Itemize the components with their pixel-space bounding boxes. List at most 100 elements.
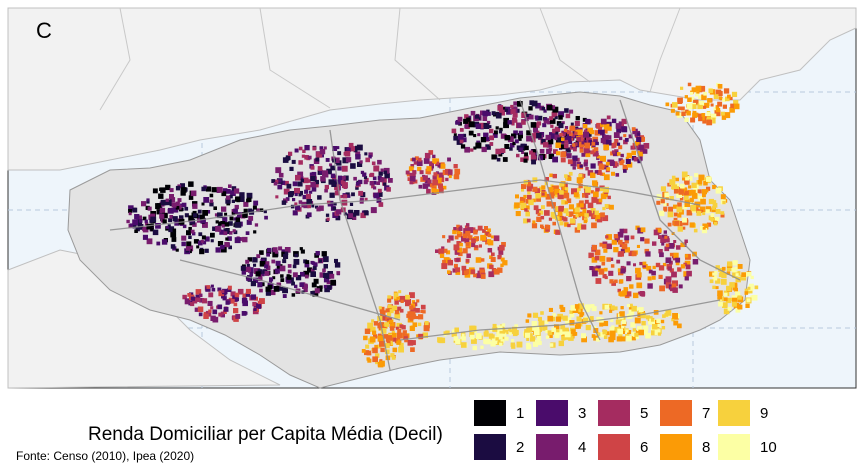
income-cell [443,257,450,263]
income-cell [744,288,750,294]
income-cell [416,334,420,338]
income-cell [355,151,361,157]
income-cell [373,186,377,190]
income-cell [656,200,661,205]
income-cell [221,206,227,212]
income-cell [380,347,385,353]
income-cell [602,206,606,211]
income-cell [518,130,523,135]
income-cell [225,237,229,241]
income-cell [571,329,576,334]
income-cell [523,194,527,199]
income-cell [733,100,739,106]
income-cell [537,316,542,321]
income-cell [432,158,437,163]
income-cell [696,90,700,94]
income-cell [583,131,589,138]
income-cell [548,307,553,312]
income-cell [416,160,423,166]
income-cell [438,248,445,255]
income-cell [665,196,669,200]
legend-item-7: 7 [660,400,710,426]
income-cell [715,107,721,113]
income-cell [438,188,444,194]
income-cell [418,184,423,189]
income-cell [588,139,593,144]
municipality-boundaries [99,7,681,111]
income-cell [181,241,186,247]
income-cell [670,108,675,113]
income-cell [357,161,363,167]
income-cell [409,325,415,331]
income-cell [552,156,558,163]
income-cell [723,297,728,302]
income-cell [417,157,422,162]
income-cell [355,154,361,160]
income-cell [726,265,733,271]
income-cell [563,143,569,149]
income-cell [527,191,531,195]
income-cell [722,302,728,308]
income-cell [707,98,712,103]
income-cell [637,150,644,157]
income-cell [698,174,705,181]
income-cell [441,246,445,250]
income-cell [731,91,738,97]
income-cell [636,244,640,248]
income-cell [652,324,658,330]
income-cell [367,322,374,329]
income-cell [591,257,598,263]
legend-item-10: 10 [718,434,777,460]
income-cell [343,194,348,199]
income-cell [379,306,385,312]
income-cell [265,290,271,296]
income-cell [576,203,581,208]
legend-swatch [536,434,568,460]
income-cell [684,117,689,122]
income-cell [681,171,688,178]
income-cell [685,264,691,270]
income-cell [625,158,631,164]
income-cell [246,192,253,199]
income-cell [470,110,476,116]
income-cell [591,196,598,203]
income-cell [652,265,656,270]
income-cell [593,191,599,198]
income-cell [282,259,287,264]
income-cell [556,329,560,333]
income-cell [461,342,467,348]
income-cell [171,202,177,208]
income-cell [340,179,346,185]
income-cell [633,157,639,162]
income-cell [274,179,279,184]
income-cell [579,148,584,153]
income-cell [424,321,429,326]
income-cell [129,223,133,227]
income-cell [660,199,665,204]
income-cell [618,158,623,163]
income-cell [595,141,599,146]
income-cell [455,267,460,273]
income-cell [664,246,670,252]
income-cell [292,272,298,278]
income-cell [209,193,214,198]
income-cell [585,152,591,158]
income-cell [618,121,622,125]
income-cell [498,130,503,134]
income-cell [544,117,548,121]
income-cell [512,117,517,123]
income-cell [492,323,497,328]
income-cell [562,186,567,191]
income-cell [228,231,233,235]
income-cell [617,252,623,257]
income-cell [343,175,349,181]
income-cell [619,228,624,233]
income-cell [538,155,544,161]
income-cell [613,150,619,157]
income-cell [205,186,212,192]
income-cell [477,225,483,231]
income-cell [609,257,614,261]
income-cell [709,117,716,124]
income-cell [194,307,199,312]
income-cell [557,193,564,199]
